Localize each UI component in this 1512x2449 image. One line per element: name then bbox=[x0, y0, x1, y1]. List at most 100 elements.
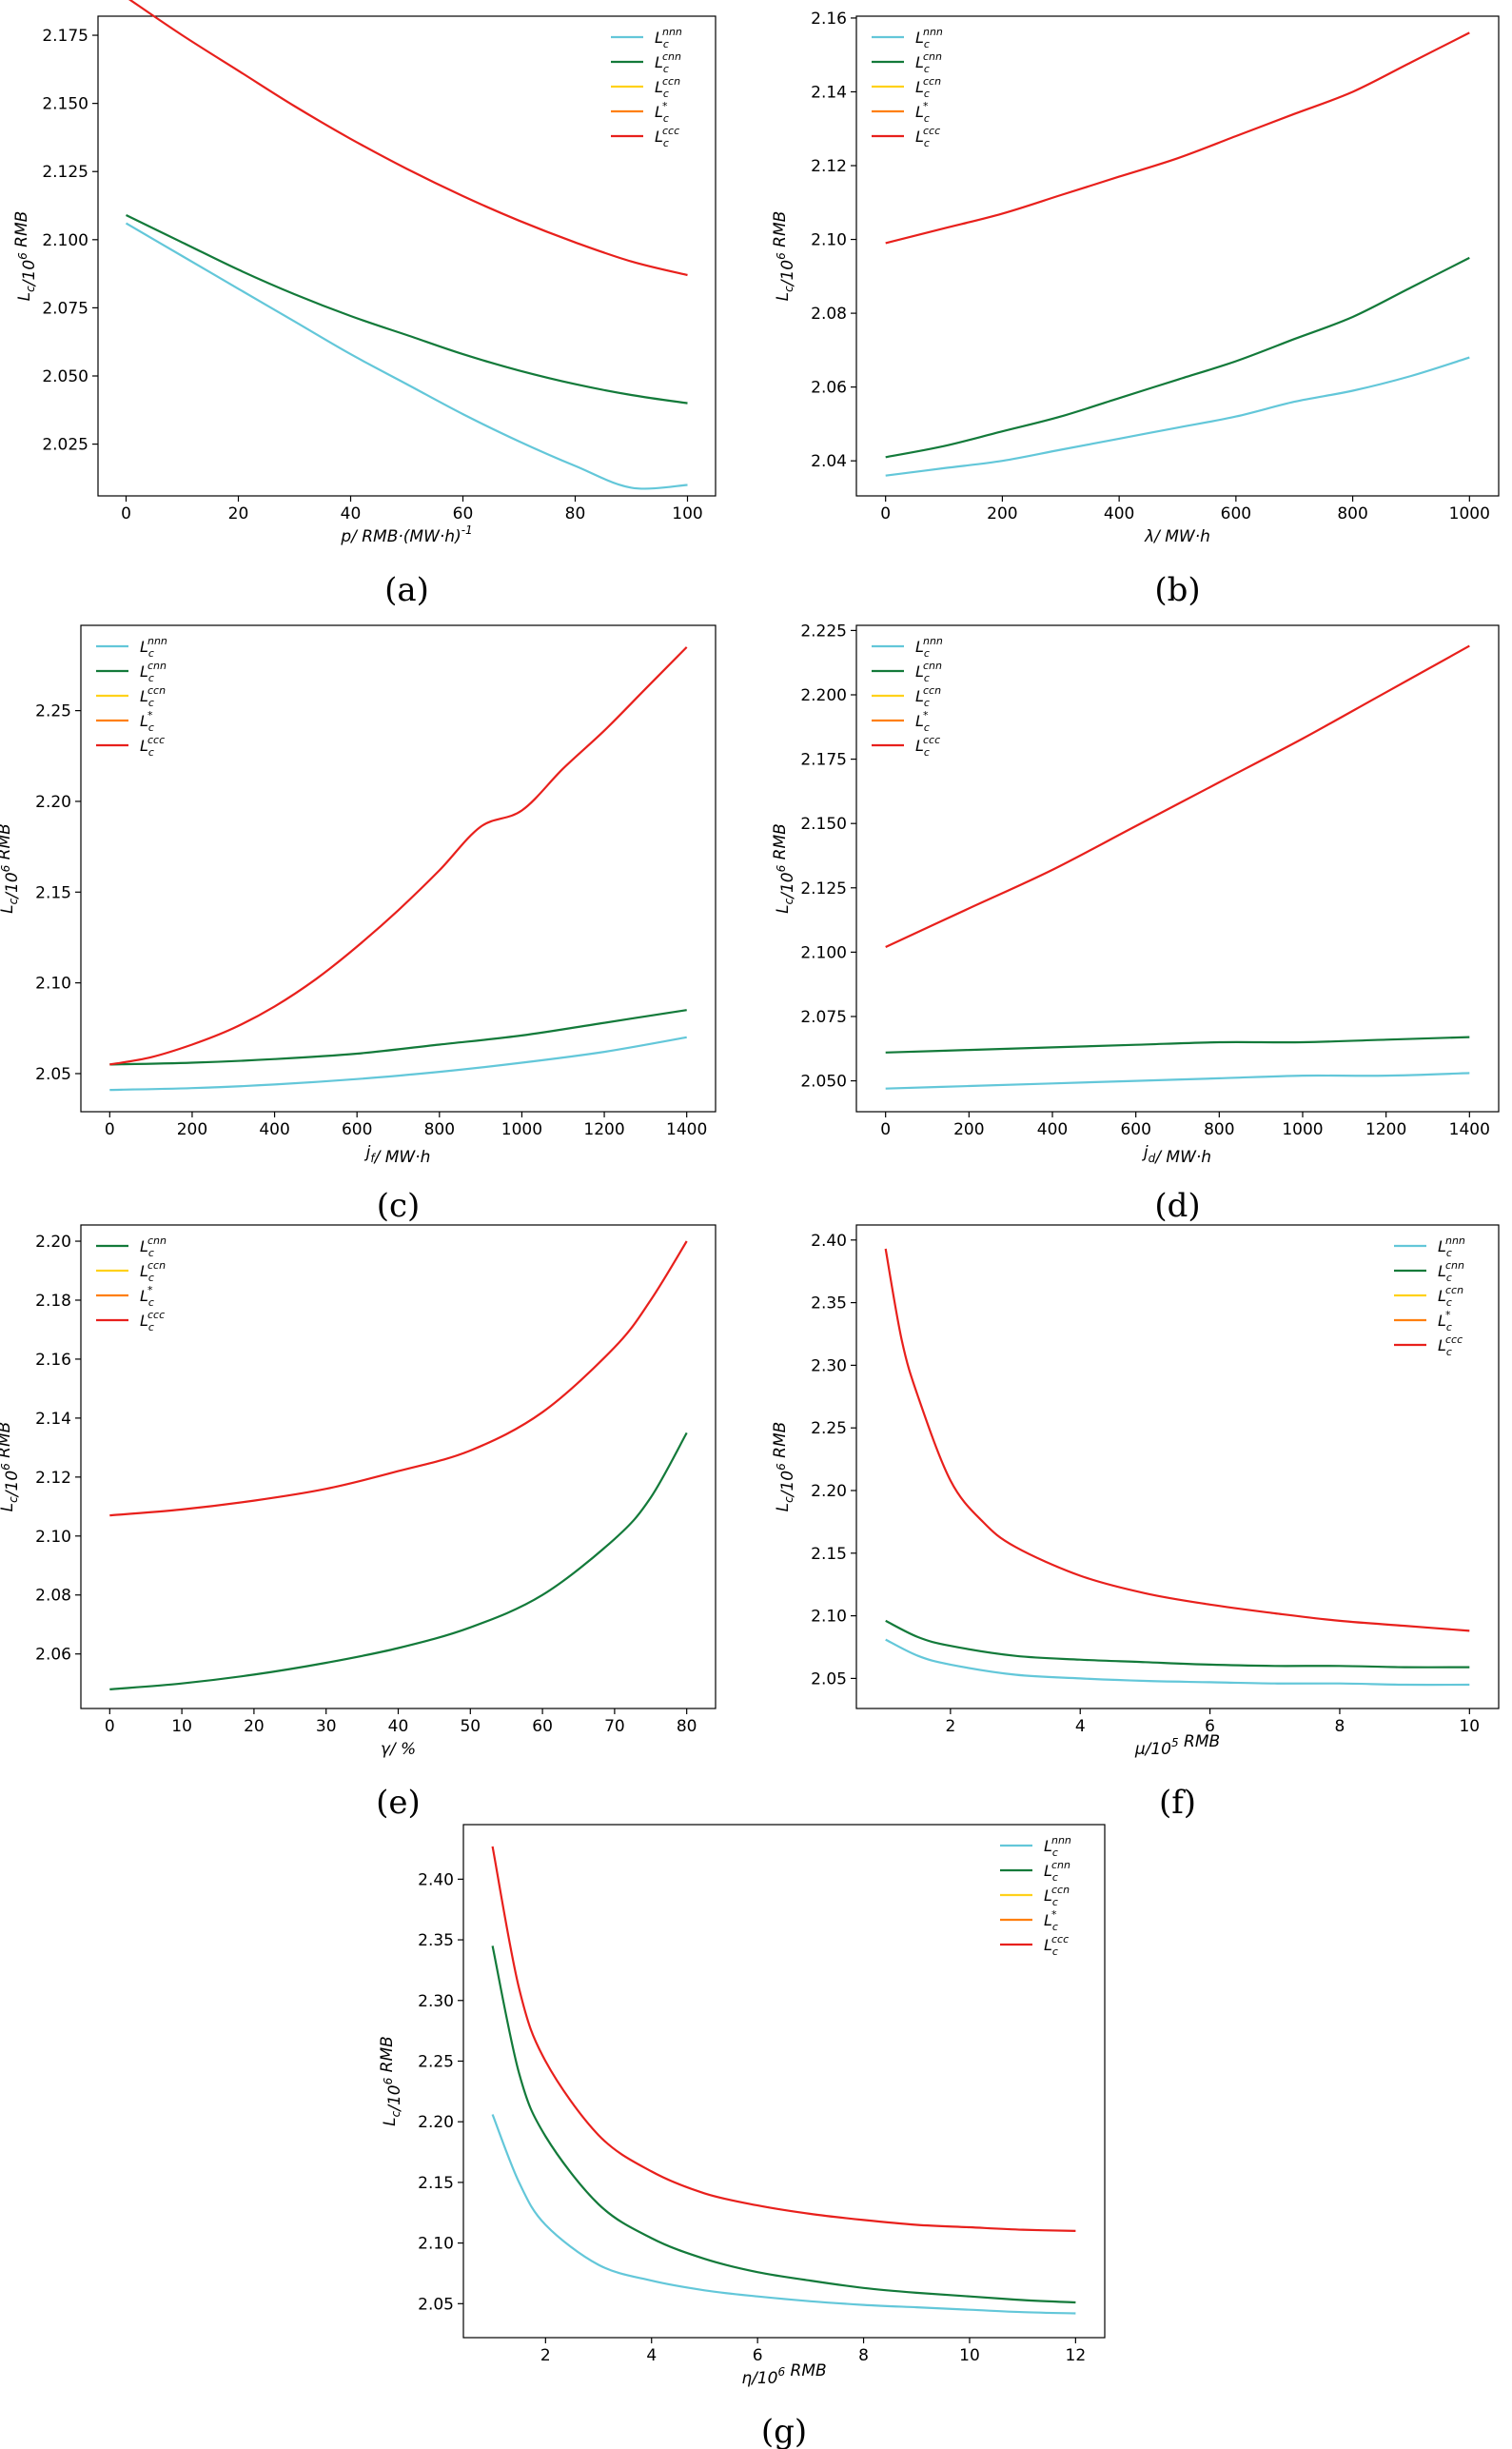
x-tick-label: 1000 bbox=[1449, 504, 1490, 523]
legend-label-cnn: Lccnn bbox=[915, 50, 942, 75]
x-tick-label: 1000 bbox=[501, 1120, 542, 1139]
x-tick-label: 600 bbox=[1120, 1120, 1150, 1139]
y-tick-label: 2.25 bbox=[418, 2052, 454, 2071]
y-tick-label: 2.08 bbox=[811, 305, 847, 324]
y-tick-label: 2.175 bbox=[800, 751, 847, 770]
series-line-nnn bbox=[109, 1036, 687, 1092]
y-axis-label: Lc/106 RMB bbox=[12, 211, 39, 302]
series-line-ccc bbox=[109, 1240, 688, 1517]
y-axis-label: Lc/106 RMB bbox=[378, 2036, 404, 2126]
y-axis-label: Lc/106 RMB bbox=[771, 211, 797, 302]
x-tick-label: 30 bbox=[316, 1717, 337, 1736]
legend-label-nnn: Lcnnn bbox=[915, 26, 943, 50]
legend-label-ccn: Lcccn bbox=[915, 75, 941, 100]
y-tick-label: 2.12 bbox=[811, 157, 847, 176]
panel-caption: (b) bbox=[1154, 571, 1200, 609]
y-tick-label: 2.20 bbox=[35, 793, 71, 812]
y-axis-label: Lc/106 RMB bbox=[0, 823, 22, 914]
chart-panel-d: 0 200 400 600 800 1000 1200 1400 2.050 2.075 2.100… bbox=[771, 622, 1500, 1225]
x-axis-label: γ/ % bbox=[381, 1740, 416, 1759]
y-tick-label: 2.05 bbox=[811, 1669, 847, 1689]
series-line-ccc bbox=[491, 1846, 1076, 2232]
y-tick-label: 2.15 bbox=[35, 883, 71, 902]
plot-frame bbox=[462, 1824, 1106, 2339]
y-tick-label: 2.40 bbox=[418, 1870, 454, 1889]
y-tick-label: 2.20 bbox=[418, 2113, 454, 2132]
y-tick-label: 2.25 bbox=[811, 1419, 847, 1438]
plot-frame bbox=[855, 624, 1500, 1113]
series-line-nnn bbox=[491, 2114, 1076, 2315]
x-tick-label: 8 bbox=[1335, 1717, 1345, 1736]
x-tick-label: 0 bbox=[880, 1120, 891, 1139]
chart-panel-e: 0 10 20 30 40 50 60 70 80 2.06 2.08 2.10 2.12 2.14 2.1… bbox=[0, 1224, 717, 1822]
legend-label-nnn: Lcnnn bbox=[1044, 1834, 1071, 1859]
plot-frame bbox=[855, 1224, 1500, 1709]
x-axis-label: λ/ MW·h bbox=[1144, 527, 1210, 546]
legend-label-cnn: Lccnn bbox=[140, 1234, 167, 1259]
series-line-nnn bbox=[885, 1072, 1470, 1090]
series-line-ccc bbox=[109, 646, 688, 1066]
y-tick-label: 2.10 bbox=[811, 231, 847, 250]
x-tick-label: 800 bbox=[1337, 504, 1367, 523]
series-line-nnn bbox=[885, 356, 1470, 477]
legend-label-ccn: Lcccn bbox=[140, 1259, 166, 1284]
y-axis-label: Lc/106 RMB bbox=[0, 1422, 22, 1512]
x-tick-label: 200 bbox=[177, 1120, 207, 1139]
x-tick-label: 200 bbox=[987, 504, 1017, 523]
legend-label-star: Lc* bbox=[1044, 1908, 1058, 1933]
legend-label-star: Lc* bbox=[1438, 1309, 1452, 1333]
y-tick-label: 2.050 bbox=[42, 367, 88, 386]
y-tick-label: 2.075 bbox=[800, 1008, 847, 1027]
legend-label-star: Lc* bbox=[915, 100, 930, 125]
x-tick-label: 200 bbox=[953, 1120, 984, 1139]
y-tick-label: 2.14 bbox=[35, 1410, 71, 1429]
y-tick-label: 2.08 bbox=[35, 1587, 71, 1606]
x-tick-label: 10 bbox=[171, 1717, 192, 1736]
legend-label-cnn: Lccnn bbox=[140, 660, 167, 684]
legend-label-star: Lc* bbox=[140, 1284, 154, 1309]
series-line-cnn bbox=[885, 1619, 1470, 1669]
legend-label-ccc: Lcccc bbox=[915, 125, 940, 149]
x-tick-label: 4 bbox=[1075, 1717, 1086, 1736]
y-tick-label: 2.06 bbox=[35, 1646, 71, 1665]
legend-label-nnn: Lcnnn bbox=[140, 635, 167, 660]
legend-label-nnn: Lcnnn bbox=[655, 26, 682, 50]
legend-label-ccc: Lcccc bbox=[1438, 1333, 1463, 1358]
series-line-cnn bbox=[109, 1009, 687, 1066]
panel-caption: (e) bbox=[376, 1784, 421, 1822]
y-tick-label: 2.10 bbox=[418, 2235, 454, 2254]
legend-label-ccc: Lcccc bbox=[655, 125, 679, 149]
series-line-ccc bbox=[884, 1248, 1470, 1632]
y-tick-label: 2.075 bbox=[42, 299, 88, 318]
y-tick-label: 2.16 bbox=[35, 1351, 71, 1370]
x-tick-label: 8 bbox=[858, 2346, 869, 2365]
legend-label-star: Lc* bbox=[140, 709, 154, 734]
panel-caption: (g) bbox=[761, 2413, 807, 2449]
x-tick-label: 20 bbox=[228, 504, 249, 523]
y-tick-label: 2.05 bbox=[35, 1065, 71, 1084]
y-tick-label: 2.100 bbox=[42, 231, 88, 250]
y-tick-label: 2.35 bbox=[811, 1294, 847, 1313]
x-tick-label: 400 bbox=[259, 1120, 289, 1139]
y-tick-label: 2.200 bbox=[800, 686, 847, 705]
y-tick-label: 2.050 bbox=[800, 1073, 847, 1092]
legend-label-ccc: Lcccc bbox=[140, 1309, 165, 1333]
x-tick-label: 1400 bbox=[666, 1120, 707, 1139]
y-tick-label: 2.20 bbox=[811, 1482, 847, 1501]
series-line-cnn bbox=[885, 1036, 1470, 1054]
x-tick-label: 0 bbox=[105, 1120, 115, 1139]
y-tick-label: 2.10 bbox=[35, 1528, 71, 1547]
legend-label-ccn: Lcccn bbox=[1438, 1284, 1463, 1309]
x-tick-label: 1400 bbox=[1449, 1120, 1490, 1139]
x-tick-label: 10 bbox=[959, 2346, 980, 2365]
x-tick-label: 20 bbox=[244, 1717, 265, 1736]
x-tick-label: 1200 bbox=[1365, 1120, 1406, 1139]
x-tick-label: 600 bbox=[1221, 504, 1251, 523]
x-tick-label: 12 bbox=[1066, 2346, 1087, 2365]
y-tick-label: 2.25 bbox=[35, 702, 71, 721]
y-tick-label: 2.40 bbox=[811, 1232, 847, 1251]
y-tick-label: 2.125 bbox=[800, 879, 847, 899]
